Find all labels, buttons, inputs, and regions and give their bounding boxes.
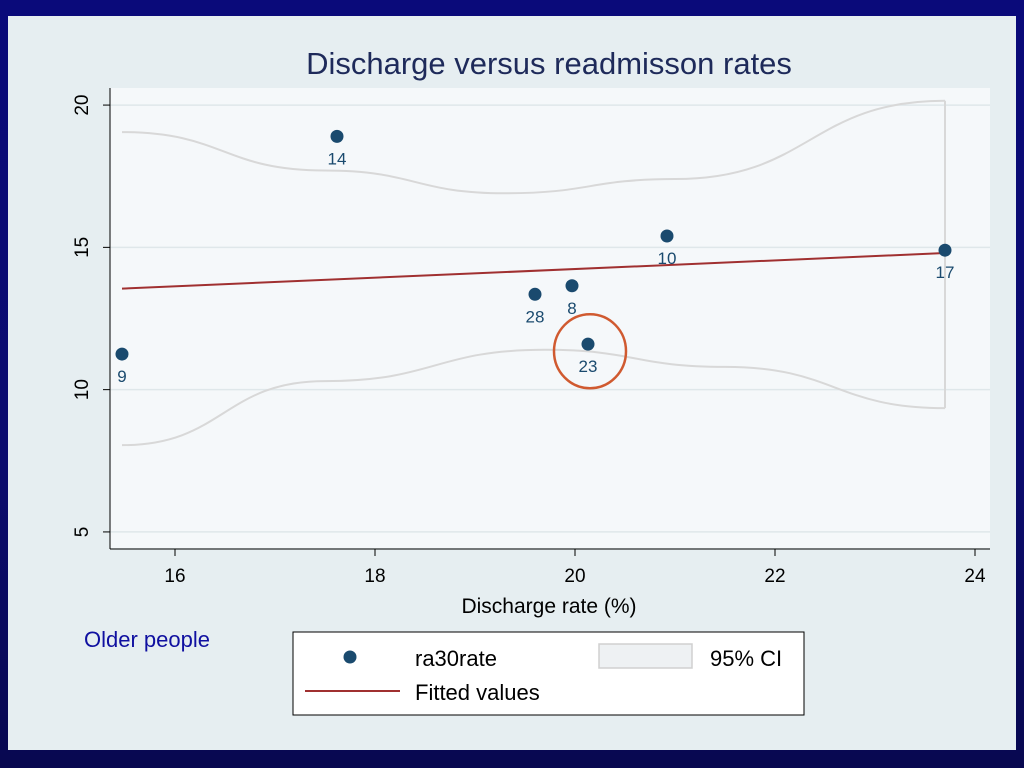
data-label-23: 23 — [579, 357, 598, 376]
x-tick-label-24: 24 — [964, 566, 986, 587]
data-point-14 — [330, 129, 344, 143]
highlight-group — [552, 312, 628, 390]
highlight-circle — [552, 312, 628, 390]
caption: Older people — [84, 627, 210, 652]
plot-area — [110, 88, 990, 548]
legend-swatch-ci — [598, 643, 693, 669]
chart-title: Discharge versus readmisson rates — [306, 46, 792, 81]
x-tick-label-20: 20 — [564, 566, 585, 587]
y-ticks: 5 10 15 20 — [72, 95, 110, 538]
data-label-10: 10 — [658, 249, 677, 268]
y-tick-label-10: 10 — [72, 379, 93, 400]
data-point-9 — [115, 347, 129, 361]
y-tick-label-5: 5 — [72, 527, 93, 538]
data-point-8 — [565, 279, 579, 293]
y-tick-label-15: 15 — [72, 237, 93, 258]
x-tick-label-22: 22 — [764, 566, 785, 587]
data-label-9: 9 — [117, 367, 126, 386]
legend-label-fitted: Fitted values — [415, 680, 540, 705]
x-axis-label: Discharge rate (%) — [461, 595, 636, 618]
data-point-17 — [938, 243, 952, 257]
legend-marker-ra30rate — [343, 650, 357, 664]
legend-label-ci: 95% CI — [710, 646, 782, 671]
legend-box — [292, 631, 805, 716]
ci-upper-bound — [121, 99, 946, 195]
data-label-28: 28 — [526, 307, 545, 326]
data-label-14: 14 — [328, 149, 347, 168]
x-tick-label-18: 18 — [364, 566, 385, 587]
fitted-values-line — [121, 252, 946, 290]
legend-label-ra30rate: ra30rate — [415, 646, 497, 671]
data-point-10 — [660, 229, 674, 243]
scatter-chart: Discharge versus readmisson rates 9 14 28 8… — [72, 46, 990, 716]
data-point-28 — [528, 287, 542, 301]
legend: ra30rate 95% CI Fitted values — [292, 631, 805, 716]
data-points: 9 14 28 8 23 10 17 — [115, 129, 955, 386]
x-ticks: 16 18 20 22 24 — [164, 549, 986, 587]
data-point-23 — [581, 337, 595, 351]
x-tick-label-16: 16 — [164, 566, 185, 587]
fitted-line — [121, 252, 946, 290]
data-label-8: 8 — [567, 299, 576, 318]
slide: Discharge versus readmisson rates 9 14 28 8… — [8, 16, 1016, 750]
y-tick-label-20: 20 — [72, 95, 93, 116]
data-label-17: 17 — [936, 263, 955, 282]
ci-lower-bound — [121, 348, 946, 447]
